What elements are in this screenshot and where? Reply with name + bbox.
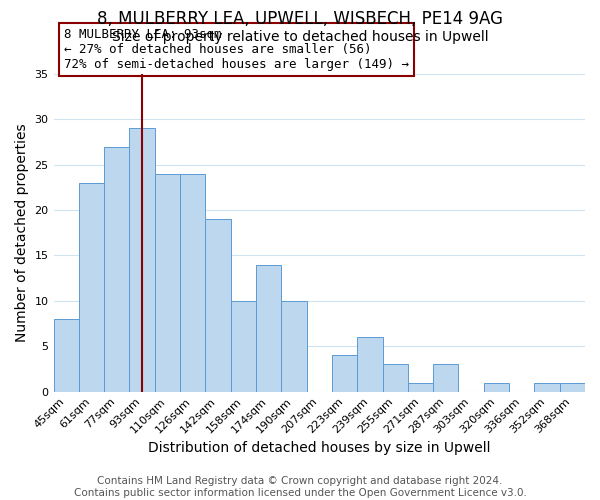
Bar xyxy=(230,301,256,392)
Bar xyxy=(155,174,180,392)
X-axis label: Distribution of detached houses by size in Upwell: Distribution of detached houses by size … xyxy=(148,441,491,455)
Bar xyxy=(560,382,585,392)
Text: 8 MULBERRY LEA: 93sqm
← 27% of detached houses are smaller (56)
72% of semi-deta: 8 MULBERRY LEA: 93sqm ← 27% of detached … xyxy=(64,28,409,71)
Y-axis label: Number of detached properties: Number of detached properties xyxy=(15,124,29,342)
Bar xyxy=(535,382,560,392)
Bar xyxy=(383,364,408,392)
Bar xyxy=(79,183,104,392)
Bar xyxy=(104,146,130,392)
Bar xyxy=(332,356,357,392)
Bar xyxy=(53,319,79,392)
Bar xyxy=(433,364,458,392)
Text: Size of property relative to detached houses in Upwell: Size of property relative to detached ho… xyxy=(112,30,488,44)
Bar xyxy=(205,219,230,392)
Bar xyxy=(130,128,155,392)
Text: Contains HM Land Registry data © Crown copyright and database right 2024.
Contai: Contains HM Land Registry data © Crown c… xyxy=(74,476,526,498)
Bar xyxy=(281,301,307,392)
Bar xyxy=(484,382,509,392)
Bar xyxy=(180,174,205,392)
Bar xyxy=(357,337,383,392)
Bar xyxy=(256,264,281,392)
Text: 8, MULBERRY LEA, UPWELL, WISBECH, PE14 9AG: 8, MULBERRY LEA, UPWELL, WISBECH, PE14 9… xyxy=(97,10,503,28)
Bar xyxy=(408,382,433,392)
